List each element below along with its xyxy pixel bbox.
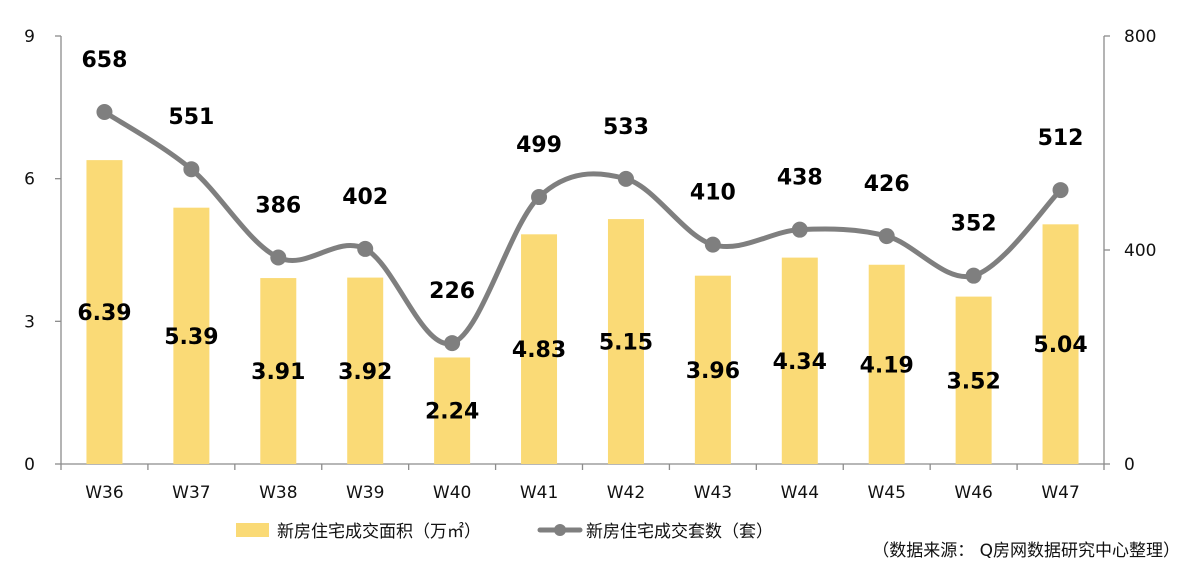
left-tick-label: 6 [24,170,35,190]
line-value-label: 512 [1038,126,1084,151]
bar-series [86,160,1079,465]
x-tick-label: W42 [607,483,645,503]
line-value-label: 533 [603,115,649,140]
bar [868,264,905,464]
bar-value-label: 6.39 [77,301,131,326]
x-tick-label: W36 [85,483,123,503]
line-value-label: 410 [690,181,736,206]
bar [86,160,123,464]
bar [347,277,384,464]
legend-swatch-marker [554,524,566,536]
bar-value-label: 3.96 [686,359,740,384]
bar-value-label: 4.83 [512,338,566,363]
legend-label-line: 新房住宅成交套数（套） [586,522,773,542]
x-tick-label: W45 [867,483,905,503]
line-marker [791,221,808,238]
bar [781,257,818,464]
bar [955,296,992,464]
line-marker [704,236,721,253]
bar-value-label: 4.19 [860,353,914,378]
line-value-label: 551 [168,105,214,130]
bar [1042,224,1079,464]
legend: 新房住宅成交面积（万㎡） 新房住宅成交套数（套） [236,522,773,542]
bar [173,207,210,465]
bar-value-label: 5.39 [164,325,218,350]
bar-value-label: 3.91 [251,360,305,385]
x-tick-label: W41 [520,483,558,503]
bar [607,219,644,464]
axes: 0 3 6 9 0 400 800 W36 W37 W38 W39 W40 W41 W42 W43 W44 W4… [24,27,1156,503]
line-marker [965,267,982,284]
line-value-label: 402 [342,185,388,210]
left-tick-label: 3 [24,312,35,332]
line-marker [617,170,634,187]
legend-swatch-bar [236,523,269,537]
x-tick-label: W46 [954,483,992,503]
bar [260,278,297,464]
x-tick-label: W43 [694,483,732,503]
bar-value-label: 3.92 [338,360,392,385]
bar-value-label: 5.15 [599,331,653,356]
line-marker [183,161,200,178]
bar-value-label: 2.24 [425,400,479,425]
x-tick-label: W38 [259,483,297,503]
line-value-label: 426 [864,172,910,197]
bar-value-label: 4.34 [773,350,827,375]
line-marker [1052,182,1069,199]
line-marker [357,240,374,257]
x-tick-label: W47 [1041,483,1079,503]
left-tick-label: 9 [24,27,35,47]
line-marker [96,103,113,120]
x-tick-label: W40 [433,483,471,503]
line-marker [878,228,895,245]
data-labels: 6.39 5.39 3.91 3.92 2.24 4.83 5.15 3.96 4.34 4.19… [77,48,1087,425]
right-tick-label: 800 [1124,27,1156,47]
source-note: （数据来源： Q房网数据研究中心整理） [872,541,1180,561]
line-value-label: 352 [951,212,997,237]
bar [521,234,558,464]
x-tick-label: W37 [172,483,210,503]
line-value-label: 438 [777,166,823,191]
bar [434,357,471,464]
bar-value-label: 3.52 [946,369,1000,394]
legend-label-bar: 新房住宅成交面积（万㎡） [277,522,481,542]
line-value-label: 386 [255,193,301,218]
x-tick-label: W44 [781,483,819,503]
bar-value-label: 5.04 [1033,333,1087,358]
line-marker [270,249,287,266]
bar [694,275,731,464]
x-tick-label: W39 [346,483,384,503]
line-series [96,103,1069,352]
line-value-label: 499 [516,133,562,158]
line-value-label: 658 [81,48,127,73]
left-tick-label: 0 [24,455,35,475]
right-tick-label: 0 [1124,455,1135,475]
line-marker [444,335,461,352]
line-value-label: 226 [429,279,475,304]
line-marker [531,189,548,206]
right-tick-label: 400 [1124,241,1156,261]
line-path [101,109,1064,346]
